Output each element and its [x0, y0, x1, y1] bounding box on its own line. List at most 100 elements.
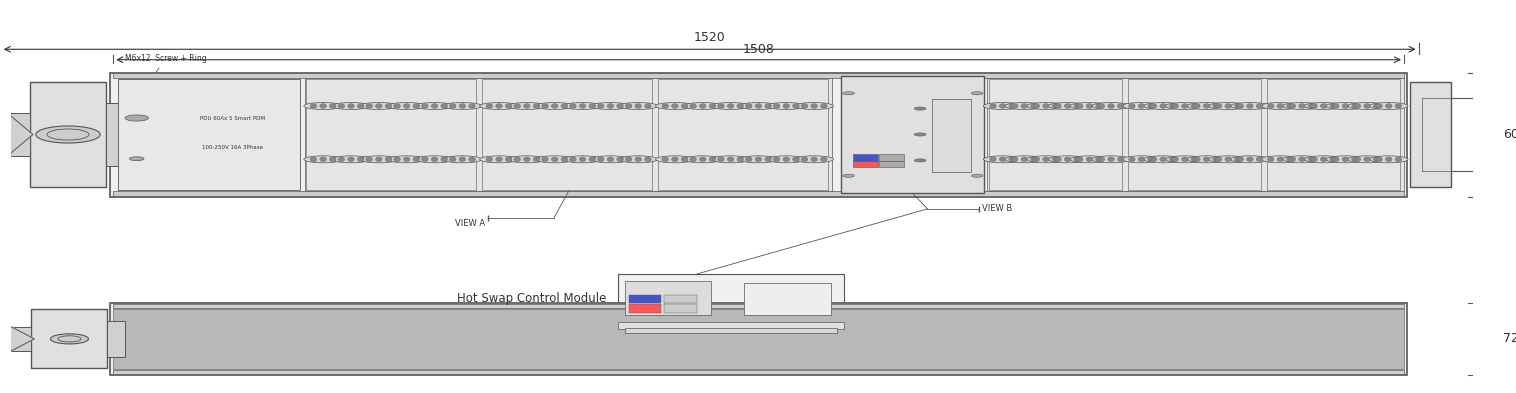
Ellipse shape: [709, 104, 716, 108]
Ellipse shape: [1289, 157, 1296, 162]
Ellipse shape: [588, 104, 596, 108]
Ellipse shape: [376, 104, 382, 108]
Ellipse shape: [588, 157, 596, 162]
Ellipse shape: [1032, 104, 1040, 108]
Ellipse shape: [388, 103, 426, 110]
Ellipse shape: [1151, 104, 1157, 108]
Text: VIEW B: VIEW B: [981, 204, 1011, 213]
Ellipse shape: [394, 104, 400, 108]
Ellipse shape: [1261, 103, 1299, 110]
Ellipse shape: [1043, 104, 1049, 108]
Ellipse shape: [365, 104, 373, 108]
Bar: [32, 310, 108, 368]
Ellipse shape: [1122, 103, 1161, 110]
Ellipse shape: [1208, 156, 1248, 163]
Bar: [114, 309, 1404, 369]
Ellipse shape: [1049, 156, 1087, 163]
Ellipse shape: [800, 157, 808, 162]
Ellipse shape: [984, 103, 1022, 110]
Ellipse shape: [644, 104, 652, 108]
Ellipse shape: [541, 157, 549, 162]
Ellipse shape: [1085, 157, 1093, 162]
Ellipse shape: [1166, 156, 1204, 163]
Ellipse shape: [1073, 104, 1081, 108]
Ellipse shape: [479, 103, 518, 110]
Ellipse shape: [681, 157, 688, 162]
Ellipse shape: [690, 104, 696, 108]
Ellipse shape: [320, 104, 326, 108]
Ellipse shape: [1369, 103, 1408, 110]
Ellipse shape: [1364, 104, 1370, 108]
Ellipse shape: [662, 157, 669, 162]
Ellipse shape: [1181, 104, 1189, 108]
Ellipse shape: [1304, 103, 1343, 110]
Bar: [114, 304, 1404, 308]
Ellipse shape: [320, 157, 326, 162]
Circle shape: [124, 115, 149, 121]
Ellipse shape: [443, 156, 482, 163]
Bar: [111, 303, 1407, 375]
Ellipse shape: [625, 157, 632, 162]
Ellipse shape: [449, 157, 456, 162]
Ellipse shape: [1276, 157, 1284, 162]
Ellipse shape: [1193, 157, 1201, 162]
Ellipse shape: [1261, 156, 1299, 163]
Ellipse shape: [1108, 104, 1114, 108]
Text: 60: 60: [1504, 128, 1516, 141]
Ellipse shape: [376, 157, 382, 162]
Ellipse shape: [534, 104, 540, 108]
Ellipse shape: [1276, 104, 1284, 108]
Ellipse shape: [1287, 157, 1293, 162]
Ellipse shape: [619, 103, 658, 110]
Ellipse shape: [505, 157, 512, 162]
Circle shape: [50, 334, 88, 344]
Circle shape: [843, 174, 855, 177]
Ellipse shape: [459, 104, 465, 108]
Bar: [1266, 79, 1399, 190]
Bar: [482, 79, 652, 190]
Ellipse shape: [514, 157, 520, 162]
Ellipse shape: [1377, 104, 1383, 108]
Ellipse shape: [1172, 157, 1178, 162]
Ellipse shape: [1216, 157, 1222, 162]
Ellipse shape: [421, 104, 428, 108]
Ellipse shape: [479, 156, 518, 163]
Ellipse shape: [728, 157, 734, 162]
Ellipse shape: [1139, 157, 1145, 162]
Ellipse shape: [717, 104, 725, 108]
Ellipse shape: [311, 157, 317, 162]
Ellipse shape: [1304, 156, 1343, 163]
Ellipse shape: [1299, 104, 1305, 108]
Ellipse shape: [740, 156, 778, 163]
Ellipse shape: [746, 104, 752, 108]
Ellipse shape: [1213, 157, 1219, 162]
Ellipse shape: [487, 104, 493, 108]
Ellipse shape: [794, 103, 834, 110]
Ellipse shape: [1169, 157, 1176, 162]
Ellipse shape: [1151, 157, 1157, 162]
Bar: [617, 274, 844, 322]
Ellipse shape: [431, 104, 438, 108]
Ellipse shape: [421, 157, 428, 162]
Bar: [30, 82, 106, 187]
Ellipse shape: [523, 157, 531, 162]
Ellipse shape: [644, 157, 652, 162]
Ellipse shape: [717, 157, 725, 162]
Ellipse shape: [984, 156, 1022, 163]
Ellipse shape: [311, 104, 317, 108]
Ellipse shape: [303, 156, 343, 163]
Ellipse shape: [1070, 103, 1108, 110]
Ellipse shape: [1192, 104, 1198, 108]
Ellipse shape: [1076, 104, 1082, 108]
Bar: [854, 161, 878, 167]
Ellipse shape: [1326, 103, 1364, 110]
Bar: [629, 304, 661, 313]
Ellipse shape: [990, 157, 996, 162]
Ellipse shape: [606, 104, 614, 108]
Ellipse shape: [591, 156, 629, 163]
Ellipse shape: [999, 157, 1007, 162]
Bar: [879, 154, 904, 160]
Ellipse shape: [1213, 104, 1219, 108]
Ellipse shape: [1108, 157, 1114, 162]
Ellipse shape: [782, 104, 790, 108]
